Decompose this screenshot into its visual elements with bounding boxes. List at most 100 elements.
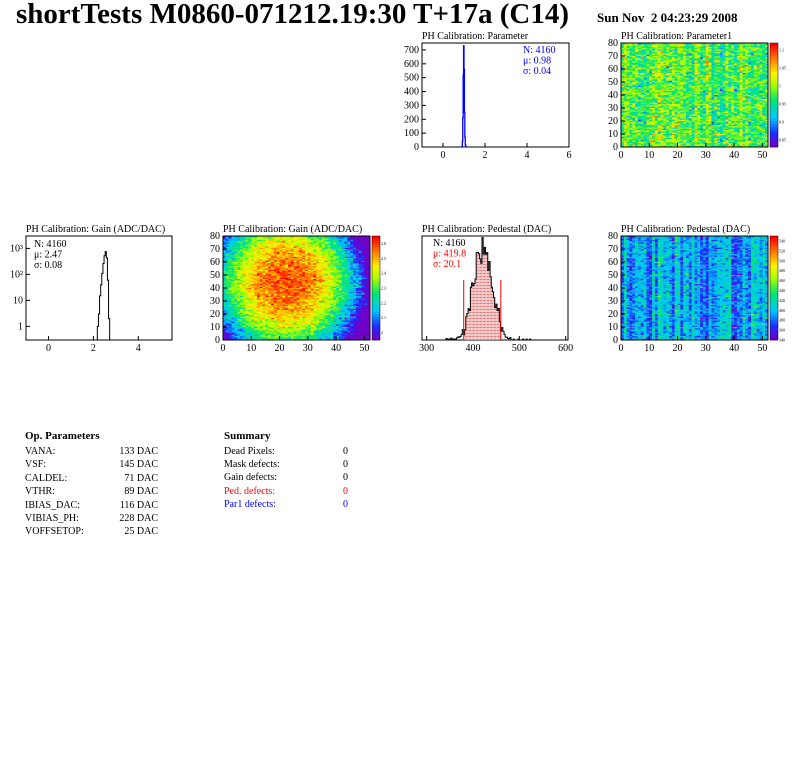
heatmap-cell <box>239 332 244 334</box>
heatmap-cell <box>728 80 732 83</box>
heatmap-cell <box>765 123 769 126</box>
heatmap-cell <box>657 59 661 62</box>
heatmap-cell <box>228 311 232 313</box>
heatmap-cell <box>228 317 232 320</box>
heatmap-cell <box>739 84 743 87</box>
heatmap-cell <box>677 101 681 104</box>
heatmap-cell <box>708 84 712 87</box>
heatmap-cell <box>765 63 769 66</box>
heatmap-cell <box>697 57 701 59</box>
heatmap-cell <box>225 242 229 245</box>
heatmap-cell <box>660 106 664 109</box>
heatmap-cell <box>231 251 235 254</box>
heatmap-cell <box>759 132 763 135</box>
heatmap-cell <box>753 137 757 140</box>
heatmap-cell <box>677 139 681 141</box>
heatmap-cell <box>632 113 636 115</box>
heatmap-cell <box>719 71 724 74</box>
heatmap-cell <box>714 66 718 68</box>
heatmap-cell <box>745 144 749 146</box>
heatmap-cell <box>637 102 642 105</box>
heatmap-cell <box>683 96 687 98</box>
heatmap-cell <box>657 70 661 72</box>
heatmap-cell <box>646 106 650 109</box>
heatmap-cell <box>680 145 684 148</box>
heatmap-cell <box>697 74 701 76</box>
heatmap-cell <box>731 45 735 48</box>
heatmap-cell <box>231 242 235 245</box>
heatmap-cell <box>731 54 735 57</box>
heatmap-cell <box>666 82 670 84</box>
y-tick-label: 300 <box>404 100 419 111</box>
heatmap-cell <box>702 114 707 117</box>
heatmap-cell <box>734 136 738 139</box>
heatmap-cell <box>669 85 673 88</box>
heatmap-cell <box>225 271 229 273</box>
heatmap-cell <box>759 54 763 57</box>
heatmap-cell <box>700 140 704 143</box>
heatmap-cell <box>705 69 709 71</box>
heatmap-cell <box>736 121 741 123</box>
heatmap-cell <box>742 136 746 139</box>
heatmap-cell <box>646 79 650 81</box>
heatmap-cell <box>669 53 673 55</box>
heatmap-cell <box>652 69 656 71</box>
heatmap-cell <box>671 134 676 136</box>
heatmap-cell <box>719 88 724 91</box>
heatmap-cell <box>237 284 241 286</box>
heatmap-cell <box>228 256 232 259</box>
heatmap-cell <box>742 143 746 145</box>
heatmap-cell <box>663 136 667 139</box>
heatmap-cell <box>756 67 760 70</box>
heatmap-cell <box>674 117 678 119</box>
heatmap-cell <box>632 139 636 141</box>
heatmap-cell <box>714 119 718 122</box>
heatmap-cell <box>231 250 235 252</box>
heatmap-cell <box>674 134 678 136</box>
heatmap-cell <box>623 78 627 80</box>
heatmap-cell <box>654 89 659 92</box>
heatmap-cell <box>640 59 644 62</box>
heatmap-cell <box>705 111 709 114</box>
heatmap-cell <box>736 89 741 92</box>
heatmap-cell <box>756 145 760 148</box>
heatmap-cell <box>745 44 749 46</box>
heatmap-cell <box>228 289 232 291</box>
heatmap-cell <box>663 144 667 146</box>
heatmap-cell <box>736 78 741 80</box>
heatmap-cell <box>745 65 749 67</box>
heatmap-cell <box>652 61 656 63</box>
heatmap-cell <box>742 56 746 58</box>
heatmap-cell <box>225 268 229 271</box>
heatmap-cell <box>751 74 755 76</box>
heatmap-cell <box>643 134 647 136</box>
heatmap-cell <box>225 295 229 298</box>
heatmap-cell <box>762 121 766 123</box>
heatmap-cell <box>626 70 630 72</box>
heatmap-cell <box>245 271 249 273</box>
heatmap-cell <box>637 132 642 135</box>
heatmap-cell <box>637 88 642 91</box>
heatmap-cell <box>637 85 642 88</box>
heatmap-cell <box>745 126 749 128</box>
heatmap-cell <box>745 57 749 59</box>
heatmap-cell <box>700 130 704 132</box>
heatmap-cell <box>239 246 244 248</box>
heatmap-cell <box>725 101 729 104</box>
heatmap-cell <box>646 123 650 126</box>
heatmap-cell <box>660 130 664 132</box>
heatmap-cell <box>657 100 661 102</box>
heatmap-cell <box>228 290 232 293</box>
heatmap-cell <box>714 145 718 148</box>
heatmap-cell <box>663 108 667 110</box>
heatmap-cell <box>666 123 670 126</box>
heatmap-cell <box>245 282 249 285</box>
heatmap-cell <box>688 109 692 111</box>
heatmap-cell <box>657 78 661 80</box>
heatmap-cell <box>717 114 721 117</box>
heatmap-cell <box>731 44 735 46</box>
heatmap-cell <box>242 327 246 329</box>
heatmap-cell <box>731 61 735 63</box>
heatmap-cell <box>674 145 678 148</box>
heatmap-cell <box>666 63 670 66</box>
